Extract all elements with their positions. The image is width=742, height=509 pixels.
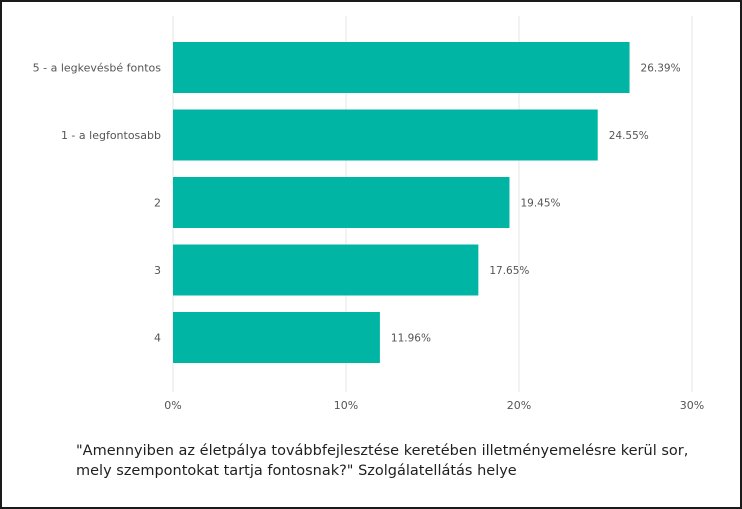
x-tick-label: 20%: [507, 399, 531, 412]
x-tick-label: 10%: [334, 399, 358, 412]
category-label: 3: [154, 264, 161, 277]
x-tick-label: 0%: [164, 399, 181, 412]
category-labels: 5 - a legkevésbé fontos 1 - a legfontosab…: [33, 62, 162, 345]
value-label: 17.65%: [489, 265, 529, 277]
bar-chart: 5 - a legkevésbé fontos 1 - a legfontosab…: [33, 16, 704, 412]
category-label: 5 - a legkevésbé fontos: [33, 62, 162, 75]
x-tick-labels: 0% 10% 20% 30%: [164, 399, 704, 412]
chart-caption: "Amennyiben az életpálya továbbfejleszté…: [76, 441, 726, 481]
bar: [173, 312, 380, 363]
value-labels: 26.39% 24.55% 19.45% 17.65% 11.96%: [391, 63, 681, 345]
value-label: 11.96%: [391, 333, 431, 345]
value-label: 26.39%: [641, 63, 681, 75]
category-label: 1 - a legfontosabb: [61, 129, 161, 142]
bar: [173, 42, 630, 93]
bars: [173, 42, 630, 363]
value-label: 19.45%: [520, 198, 560, 210]
x-tick-label: 30%: [680, 399, 704, 412]
category-label: 4: [154, 332, 161, 345]
caption-line-1: "Amennyiben az életpálya továbbfejleszté…: [76, 443, 689, 459]
bar: [173, 177, 510, 228]
category-label: 2: [154, 197, 161, 210]
value-label: 24.55%: [609, 130, 649, 142]
bar: [173, 244, 479, 296]
caption-line-2: mely szempontokat tartja fontosnak?" Szo…: [76, 463, 517, 479]
bar: [173, 109, 598, 161]
